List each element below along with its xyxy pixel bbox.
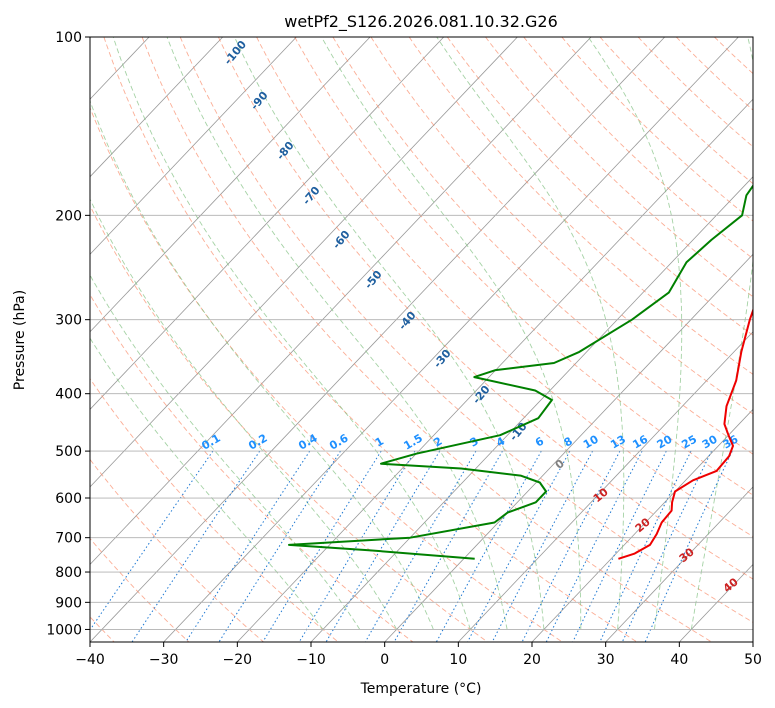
moist-adiabat-line — [90, 198, 397, 630]
dry-adiabat-line — [446, 37, 753, 336]
moist-adiabat-line — [90, 337, 324, 630]
moist-adiabat-line — [90, 274, 361, 630]
dry-adiabat-line — [90, 293, 414, 642]
moist-adiabat-line — [112, 37, 471, 630]
dry-adiabat-line — [90, 458, 264, 642]
isotherm-line — [90, 37, 592, 566]
isotherm-line — [752, 641, 753, 642]
mixing-ratio-line — [262, 450, 382, 642]
isotherm-line — [90, 37, 224, 178]
mixing-ratio-line — [298, 450, 416, 642]
y-tick-label: 300 — [55, 313, 82, 329]
y-tick-label: 1000 — [46, 622, 82, 638]
moist-adiabat-line — [234, 37, 545, 630]
plot-background — [90, 37, 753, 642]
isotherm-line — [90, 37, 371, 333]
mixing-ratio-line — [545, 450, 643, 642]
dry-adiabat-line — [370, 37, 753, 415]
dry-adiabat-line — [294, 37, 753, 496]
mixing-ratio-line — [467, 450, 571, 642]
moist-adiabat-line — [90, 99, 434, 630]
moist-adiabat-line — [587, 37, 683, 630]
y-tick-label: 400 — [55, 387, 82, 403]
mixing-ratio-line — [131, 450, 261, 642]
y-tick-label: 100 — [55, 30, 82, 46]
dry-adiabat-line — [561, 37, 753, 222]
x-tick-label: 20 — [523, 652, 541, 668]
isotherm-line — [163, 37, 739, 642]
y-axis-label: Pressure (hPa) — [12, 290, 28, 390]
x-tick-label: −40 — [75, 652, 105, 668]
x-tick-label: 0 — [380, 652, 389, 668]
mixing-ratio-line — [435, 450, 542, 642]
isotherm-line — [458, 331, 753, 642]
x-tick-label: 40 — [670, 652, 688, 668]
y-tick-label: 800 — [55, 565, 82, 581]
moist-adiabat-line — [436, 37, 625, 630]
mixing-ratio-line — [491, 450, 594, 642]
x-tick-label: 30 — [597, 652, 615, 668]
dry-adiabat-line — [408, 37, 753, 375]
plot-frame — [89, 36, 754, 643]
y-tick-label: 600 — [55, 491, 82, 507]
moist-adiabat-line — [166, 37, 508, 630]
dry-adiabat-line — [256, 37, 753, 538]
dry-adiabat-line — [217, 37, 753, 580]
x-tick-label: −30 — [149, 652, 179, 668]
mixing-ratio-line — [90, 450, 214, 631]
x-axis-label: Temperature (°C) — [360, 681, 482, 697]
mixing-ratio-line — [644, 450, 733, 642]
y-tick-label: 900 — [55, 595, 82, 611]
dry-adiabat-line — [179, 37, 753, 623]
mixing-ratio-line — [599, 450, 692, 642]
mixing-ratio-line — [393, 450, 503, 642]
temperature-profile-line — [618, 307, 753, 560]
x-tick-label: 10 — [449, 652, 467, 668]
isotherm-line — [384, 253, 753, 642]
dry-adiabat-line — [90, 106, 563, 642]
isotherm-line — [237, 98, 753, 642]
moist-adiabat-line — [690, 37, 753, 630]
background-lines — [0, 37, 753, 642]
x-tick-label: 50 — [744, 652, 762, 668]
isotherm-line — [90, 37, 445, 410]
dry-adiabat-line — [637, 37, 753, 148]
isotherm-line — [0, 37, 2, 642]
isotherm-line — [90, 37, 297, 255]
moist-adiabat-line — [321, 37, 582, 630]
mixing-ratio-line — [621, 450, 712, 642]
mixing-ratio-line — [521, 450, 621, 642]
y-tick-label: 500 — [55, 444, 82, 460]
y-tick-label: 700 — [55, 531, 82, 547]
profile-lines — [288, 184, 753, 560]
isotherm-line — [90, 37, 666, 642]
dry-adiabat-line — [485, 37, 753, 298]
chart-title: wetPf2_S126.2026.081.10.32.G26 — [284, 12, 558, 32]
x-tick-label: −10 — [296, 652, 326, 668]
dry-adiabat-line — [90, 204, 488, 642]
dry-adiabat-line — [752, 37, 753, 39]
isotherm-line — [605, 486, 753, 642]
mixing-ratio-line — [572, 450, 667, 642]
x-tick-label: −20 — [223, 652, 253, 668]
isotherm-line — [90, 37, 518, 488]
isotherm-line — [531, 408, 753, 642]
dewpoint-profile-line — [288, 184, 753, 560]
dry-adiabat-line — [141, 37, 712, 642]
y-tick-label: 200 — [55, 208, 82, 224]
